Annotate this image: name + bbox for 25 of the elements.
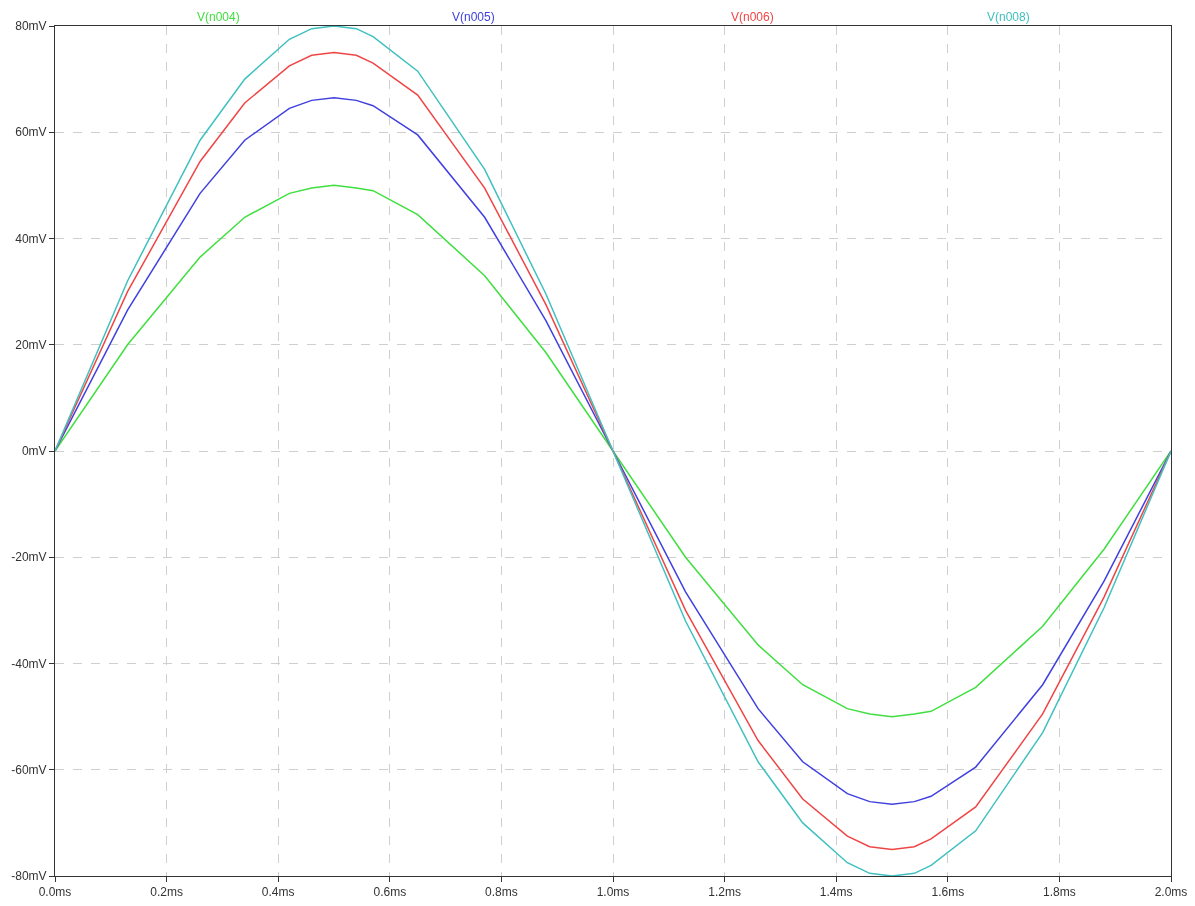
y-tick-label: 40mV — [15, 231, 47, 246]
x-tick-label: 0.8ms — [485, 885, 518, 900]
y-tick-label: 20mV — [15, 337, 47, 352]
y-tick-label: -20mV — [11, 550, 47, 565]
x-tick-label: 1.6ms — [931, 885, 965, 900]
y-tick-label: 60mV — [15, 125, 47, 140]
y-tick-label: -60mV — [11, 762, 47, 777]
x-tick-label: 1.4ms — [819, 885, 853, 900]
x-tick-label: 0.2ms — [150, 885, 183, 900]
x-tick-label: 1.8ms — [1043, 885, 1076, 900]
x-tick-label: 0.6ms — [373, 885, 407, 900]
y-tick-label: -80mV — [11, 869, 47, 884]
text: V(n004) — [197, 10, 240, 24]
x-tick-label: 0.0ms — [38, 885, 72, 900]
y-tick-label: 80mV — [15, 19, 47, 34]
y-tick-label: -40mV — [11, 656, 47, 671]
y-tick-label: 0mV — [21, 444, 47, 459]
text: V(n008) — [987, 10, 1030, 24]
x-tick-label: 1.0ms — [596, 885, 630, 900]
text: V(n005) — [452, 10, 495, 24]
text: V(n006) — [731, 10, 774, 24]
x-tick-label: 1.2ms — [708, 885, 741, 900]
line-series — [55, 184, 1171, 718]
x-tick-label: 0.4ms — [261, 885, 295, 900]
x-tick-label: 2.0ms — [1154, 885, 1188, 900]
